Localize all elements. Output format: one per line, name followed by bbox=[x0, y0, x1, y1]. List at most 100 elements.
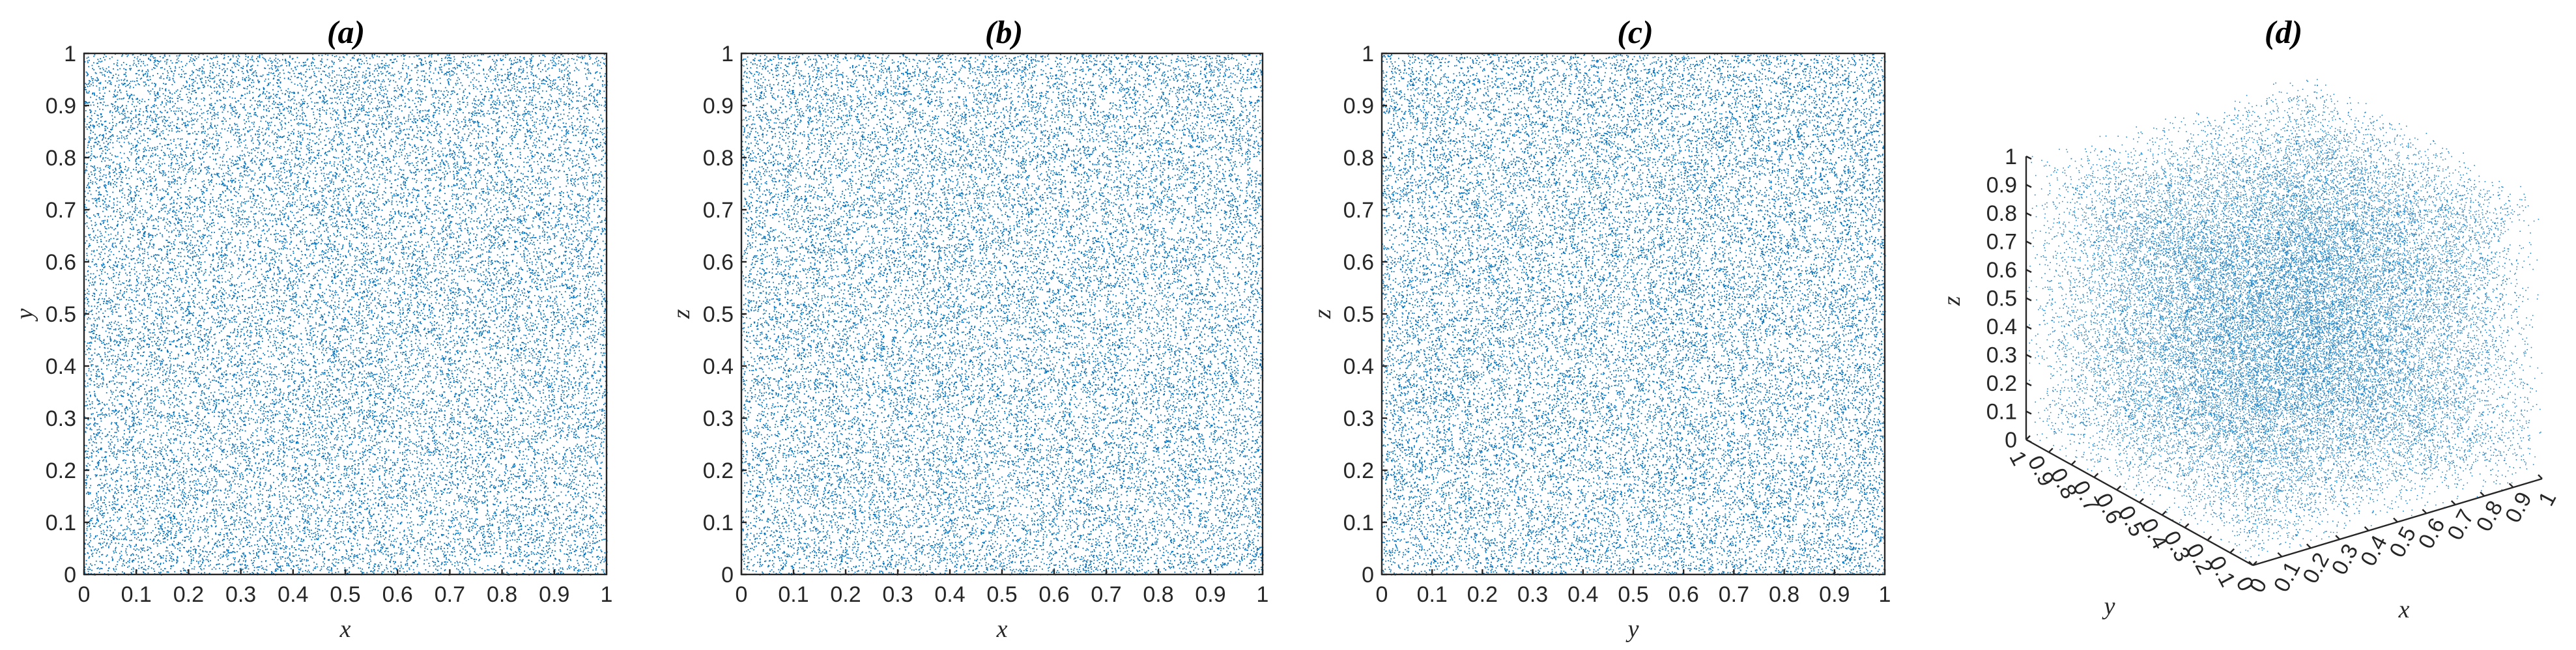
panel-b-point-cloud bbox=[741, 53, 1264, 576]
panel-d-ztick-label: 0.6 bbox=[1986, 258, 2017, 283]
panel-a-ytick-label: 0.7 bbox=[46, 198, 76, 223]
panel-a-ytick-label: 0.3 bbox=[46, 406, 76, 431]
panel-a-ytick-label: 0 bbox=[64, 563, 76, 587]
panel-b-xtick-label: 1 bbox=[1257, 582, 1269, 607]
panel-c-point-cloud bbox=[1382, 53, 1886, 576]
panel-d-ytick-mark bbox=[2229, 548, 2235, 554]
panel-b-xtick-label: 0.6 bbox=[1038, 582, 1069, 607]
panel-b-ytick-label: 0.7 bbox=[703, 198, 734, 223]
panel-d-xlabel: x bbox=[2398, 596, 2410, 623]
panel-a-xtick-label: 0.4 bbox=[278, 582, 308, 607]
panel-c-xtick-label: 0.4 bbox=[1567, 582, 1598, 607]
panel-d-xtick-mark bbox=[2306, 543, 2311, 549]
panel-c-ytick-label: 0.9 bbox=[1343, 94, 1374, 119]
panel-c-xtick-label: 0.2 bbox=[1467, 582, 1498, 607]
panel-b-ytick-label: 0.4 bbox=[703, 354, 734, 379]
panel-c-ytick-label: 0 bbox=[1362, 563, 1374, 587]
panel-a-xtick-label: 0.8 bbox=[487, 582, 517, 607]
panel-d-ztick-label: 0.4 bbox=[1986, 315, 2017, 339]
panel-b-ytick-label: 0.3 bbox=[703, 406, 734, 431]
panel-b-xtick-label: 0.5 bbox=[986, 582, 1017, 607]
panel-d-ztick-mark bbox=[2025, 325, 2032, 330]
panel-d-xtick-mark bbox=[2450, 500, 2456, 505]
panel-d-ztick-label: 0.8 bbox=[1986, 201, 2017, 226]
panel-d-zlabel: z bbox=[1938, 296, 1966, 306]
panel-d-xtick-label: 0 bbox=[2244, 574, 2272, 597]
panel-b-points bbox=[741, 53, 1264, 576]
panel-d-ytick-mark bbox=[2070, 460, 2076, 466]
panel-c-title: (c) bbox=[1617, 14, 1653, 50]
panel-a-ytick-label: 0.1 bbox=[46, 511, 76, 535]
panel-a: (a) 0 0.1 0.2 0.3 0.4 0.5 0.6 0.7 0.8 0.9 1 0 0.1 0.2… bbox=[11, 14, 612, 643]
panel-d-xtick-mark bbox=[2364, 526, 2369, 531]
panel-d-ztick-mark bbox=[2025, 438, 2032, 444]
panel-b-xtick-label: 0 bbox=[736, 582, 748, 607]
panel-a-xtick-label: 0.3 bbox=[225, 582, 256, 607]
panel-a-ylabel: y bbox=[11, 308, 38, 322]
panel-c-xtick-label: 0.5 bbox=[1618, 582, 1648, 607]
panel-d-xtick-mark bbox=[2248, 561, 2254, 566]
panel-d-ztick-mark bbox=[2025, 297, 2032, 302]
panel-c-ticks: 0 0.1 0.2 0.3 0.4 0.5 0.6 0.7 0.8 0.9 1 0 0.1 0.2 0.3 0… bbox=[1343, 42, 1891, 607]
panel-c-xtick-label: 0 bbox=[1376, 582, 1388, 607]
panel-d-xtick-mark bbox=[2480, 491, 2485, 497]
panel-c-frame bbox=[1381, 52, 1886, 576]
panel-d-ztick-mark bbox=[2025, 410, 2032, 415]
panel-d-ytick-mark bbox=[2048, 447, 2054, 453]
panel-d-ytick-mark bbox=[2139, 498, 2144, 503]
panel-c-ytick-label: 1 bbox=[1362, 42, 1374, 66]
panel-d-xtick-mark bbox=[2422, 509, 2427, 515]
panel-a-ytick-label: 0.8 bbox=[46, 146, 76, 171]
panel-a-xtick-label: 0.5 bbox=[330, 582, 360, 607]
panel-b-xtick-label: 0.9 bbox=[1195, 582, 1225, 607]
panel-c-ytick-label: 0.8 bbox=[1343, 146, 1374, 171]
panel-a-title: (a) bbox=[327, 14, 365, 50]
panel-d-xtick-label: 0.9 bbox=[2500, 488, 2537, 527]
panel-d-xtick-label: 1 bbox=[2534, 488, 2561, 511]
panel-b-ylabel: z bbox=[668, 309, 695, 319]
panel-d-ztick-label: 0.9 bbox=[1986, 173, 2017, 198]
panel-c-xtick-label: 0.9 bbox=[1819, 582, 1850, 607]
panel-c-ytick-label: 0.5 bbox=[1343, 302, 1374, 327]
panel-d-ztick-mark bbox=[2025, 382, 2032, 387]
panel-a-xtick-label: 0.9 bbox=[539, 582, 569, 607]
panel-d: (d) 00.10.20.30.40.50.60.70.80.9100.10.2… bbox=[1938, 14, 2562, 623]
panel-b-xtick-label: 0.8 bbox=[1143, 582, 1173, 607]
panel-c-xtick-label: 0.7 bbox=[1719, 582, 1749, 607]
panel-a-ytick-label: 0.4 bbox=[46, 354, 76, 379]
panel-c-xtick-label: 0.1 bbox=[1417, 582, 1448, 607]
panel-b-ytick-label: 0 bbox=[721, 563, 734, 587]
panel-c: (c) 0 0.1 0.2 0.3 0.4 0.5 0.6 0.7 0.8 0.9 1 0 0.1 0.2… bbox=[1309, 14, 1891, 643]
panel-b-xtick-label: 0.1 bbox=[778, 582, 809, 607]
panel-c-ytick-label: 0.3 bbox=[1343, 406, 1374, 431]
panel-d-ztick-label: 0.5 bbox=[1986, 287, 2017, 311]
panel-b: (b) 0 0.1 0.2 0.3 0.4 0.5 0.6 0.7 0.8 0.9 1 0 0.1 0.2… bbox=[668, 14, 1268, 643]
panel-d-ztick-mark bbox=[2025, 268, 2032, 274]
panel-a-xtick-label: 0.7 bbox=[435, 582, 465, 607]
panel-a-xtick-label: 1 bbox=[601, 582, 613, 607]
panel-a-xtick-label: 0 bbox=[78, 582, 91, 607]
panel-c-xlabel: y bbox=[1625, 615, 1639, 643]
panel-d-ylabel: y bbox=[2102, 593, 2115, 620]
panel-c-ytick-label: 0.4 bbox=[1343, 354, 1374, 379]
panel-c-ytick-label: 0.6 bbox=[1343, 250, 1374, 275]
panel-b-ytick-label: 1 bbox=[721, 42, 734, 66]
panel-a-ytick-label: 0.5 bbox=[46, 302, 76, 327]
panel-d-ytick-mark bbox=[2252, 561, 2257, 566]
panel-a-points bbox=[84, 53, 608, 576]
panel-d-ztick-mark bbox=[2025, 240, 2032, 245]
panel-a-ytick-label: 0.6 bbox=[46, 250, 76, 275]
panel-d-ztick-mark bbox=[2025, 155, 2032, 160]
panel-d-ztick-label: 0.1 bbox=[1986, 400, 2017, 425]
panel-d-point-cloud bbox=[2027, 79, 2543, 559]
panel-a-point-cloud bbox=[84, 53, 608, 576]
panel-d-xtick-mark bbox=[2393, 517, 2398, 523]
panel-b-title: (b) bbox=[985, 14, 1023, 50]
panel-d-ztick-label: 0.3 bbox=[1986, 343, 2017, 368]
panel-b-xtick-label: 0.4 bbox=[934, 582, 965, 607]
panel-c-xtick-label: 0.3 bbox=[1517, 582, 1548, 607]
panel-b-xtick-label: 0.2 bbox=[830, 582, 861, 607]
panel-d-ztick-label: 0.2 bbox=[1986, 371, 2017, 396]
panel-a-ytick-label: 1 bbox=[64, 42, 76, 66]
panel-b-xtick-label: 0.7 bbox=[1091, 582, 1121, 607]
